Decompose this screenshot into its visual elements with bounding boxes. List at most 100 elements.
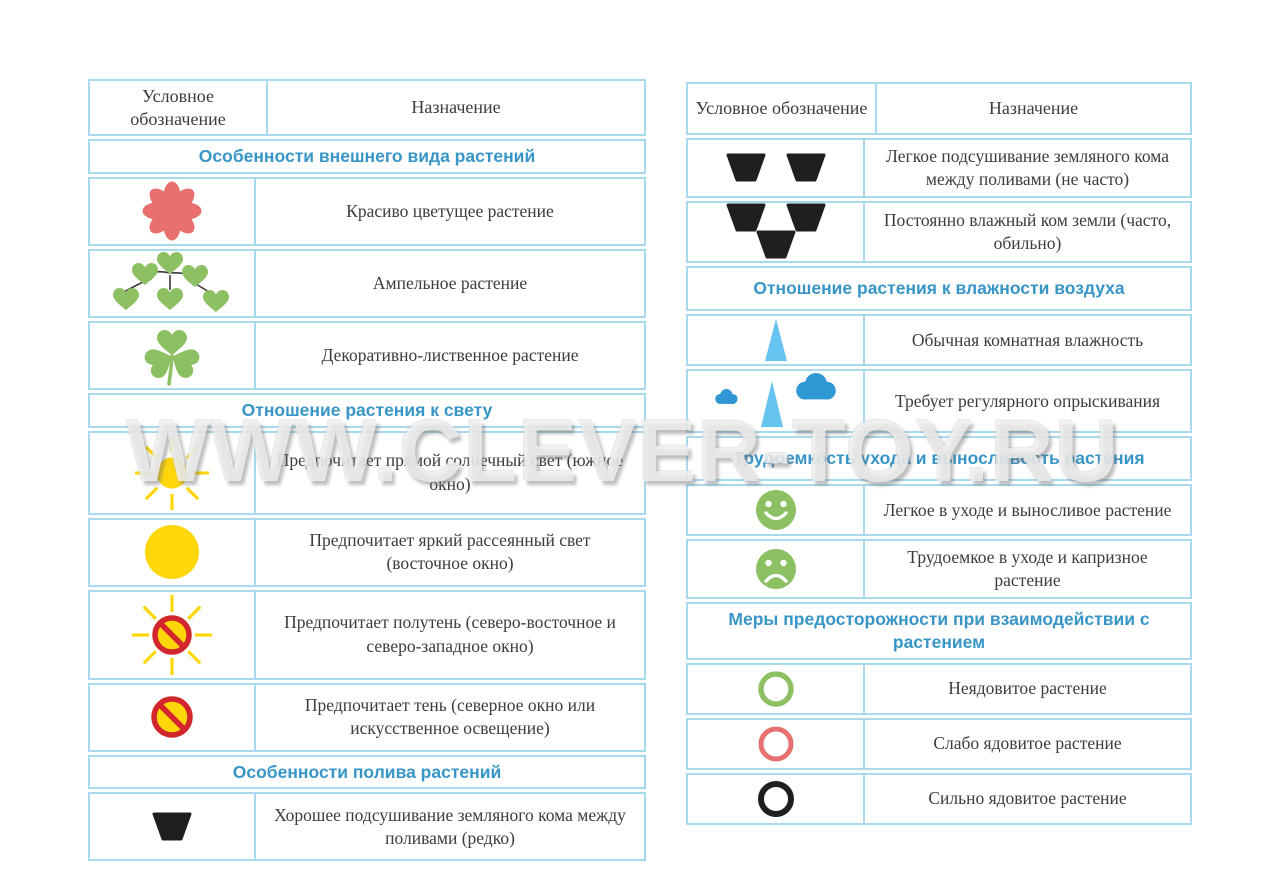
- table-row: Предпочитает тень (северное окно или иск…: [88, 682, 646, 752]
- purpose-cell: Хорошее подсушивание земляного кома межд…: [256, 794, 644, 859]
- table-row: Трудоемкое в уходе и капризное растение: [686, 539, 1192, 600]
- table-row: Предпочитает прямой солнечный свет (южно…: [88, 430, 646, 515]
- black-ring-icon: [755, 778, 797, 820]
- section-row: Отношение растения к свету: [88, 392, 646, 428]
- happy-face-icon: [753, 487, 799, 533]
- table-row: Легкое в уходе и выносливое растение: [686, 484, 1192, 537]
- legend-table-right: Условное обозначение Назначение Легкое под…: [686, 82, 1192, 825]
- section-title: Особенности полива растений: [232, 761, 502, 782]
- row-label: Легкое в уходе и выносливое растение: [883, 499, 1172, 520]
- purpose-cell: Постоянно влажный ком земли (часто, обил…: [865, 203, 1190, 261]
- header-cell-symbol: Условное обозначение: [90, 81, 268, 134]
- header-cell-purpose: Назначение: [411, 97, 501, 118]
- row-label: Предпочитает прямой солнечный свет (южно…: [276, 450, 624, 494]
- purpose-cell: Ампельное растение: [256, 251, 644, 316]
- two-pots-icon: [726, 153, 826, 183]
- row-label: Предпочитает яркий рассеянный свет (вост…: [309, 529, 591, 573]
- purpose-cell: Слабо ядовитое растение: [865, 720, 1190, 768]
- table-row: Легкое подсушивание земляного кома между…: [686, 138, 1192, 199]
- symbol-cell: [90, 519, 256, 585]
- section-title: Трудоемкость ухода и выносливость растен…: [733, 448, 1145, 469]
- header-cell-purpose: Назначение: [988, 98, 1079, 119]
- sad-face-icon: [753, 546, 799, 592]
- one-pot-icon: [152, 812, 192, 842]
- table-row: Красиво цветущее растение: [88, 176, 646, 246]
- sun-icon: [132, 433, 212, 513]
- purpose-cell: Требует регулярного опрыскивания: [865, 371, 1190, 431]
- symbol-cell: [90, 591, 256, 678]
- yellow-circle-icon: [144, 524, 200, 580]
- table-header-row: Условное обозначение Назначение: [88, 79, 646, 136]
- symbol-cell: [688, 719, 865, 768]
- row-label: Трудоемкое в уходе и капризное растение: [907, 547, 1148, 591]
- symbol-cell: [688, 316, 865, 365]
- symbol-cell: [688, 203, 865, 262]
- purpose-cell: Предпочитает полутень (северо-восточное …: [256, 592, 644, 678]
- row-label: Ампельное растение: [372, 272, 528, 293]
- table-row: Обычная комнатная влажность: [686, 314, 1192, 367]
- clover-icon: [143, 323, 201, 387]
- symbol-cell: [688, 541, 865, 598]
- symbol-cell: [688, 486, 865, 535]
- row-label: Сильно ядовитое растение: [928, 788, 1127, 809]
- purpose-cell: Легкое в уходе и выносливое растение: [865, 486, 1190, 534]
- purpose-cell: Легкое подсушивание земляного кома между…: [865, 140, 1190, 196]
- section-row: Меры предосторожности при взаимодействии…: [686, 602, 1192, 660]
- table-row: Слабо ядовитое растение: [686, 717, 1192, 770]
- symbol-cell: [90, 322, 256, 388]
- purpose-cell: Декоративно-лиственное растение: [256, 323, 644, 388]
- sun-crossed-icon: [129, 592, 215, 678]
- row-label: Требует регулярного опрыскивания: [894, 390, 1161, 411]
- table-row: Неядовитое растение: [686, 662, 1192, 715]
- section-title: Отношение растения к свету: [241, 399, 493, 420]
- symbol-cell: [90, 432, 256, 513]
- section-title: Меры предосторожности при взаимодействии…: [728, 609, 1150, 653]
- purpose-cell: Предпочитает прямой солнечный свет (южно…: [256, 433, 644, 513]
- symbol-cell: [688, 664, 865, 713]
- row-label: Неядовитое растение: [948, 678, 1107, 699]
- section-row: Трудоемкость ухода и выносливость растен…: [686, 436, 1192, 482]
- symbol-cell: [90, 178, 256, 244]
- row-label: Предпочитает полутень (северо-восточное …: [284, 612, 616, 656]
- row-label: Легкое подсушивание земляного кома между…: [886, 146, 1169, 190]
- no-sun-icon: [148, 693, 196, 741]
- table-row: Хорошее подсушивание земляного кома межд…: [88, 792, 646, 862]
- purpose-cell: Предпочитает яркий рассеянный свет (вост…: [256, 520, 644, 585]
- section-row: Особенности полива растений: [88, 754, 646, 790]
- header-cell-symbol: Условное обозначение: [688, 84, 877, 133]
- symbol-cell: [90, 684, 256, 750]
- green-ring-icon: [755, 668, 797, 710]
- symbol-cell: [688, 140, 865, 197]
- section-title: Отношение растения к влажности воздуха: [753, 278, 1125, 299]
- purpose-cell: Неядовитое растение: [865, 665, 1190, 713]
- table-row: Постоянно влажный ком земли (часто, обил…: [686, 201, 1192, 264]
- purpose-cell: Предпочитает тень (северное окно или иск…: [256, 685, 644, 750]
- row-label: Предпочитает тень (северное окно или иск…: [304, 694, 596, 738]
- purpose-cell: Красиво цветущее растение: [256, 179, 644, 244]
- spray-icon: [710, 371, 842, 431]
- three-pots-icon: [726, 203, 826, 261]
- symbol-cell: [688, 371, 865, 432]
- red-ring-icon: [755, 723, 797, 765]
- section-row: Отношение растения к влажности воздуха: [686, 266, 1192, 312]
- row-label: Красиво цветущее растение: [346, 200, 554, 221]
- row-label: Хорошее подсушивание земляного кома межд…: [274, 804, 626, 848]
- symbol-cell: [688, 774, 865, 823]
- row-label: Слабо ядовитое растение: [933, 733, 1122, 754]
- section-title: Особенности внешнего вида растений: [198, 146, 536, 166]
- purpose-cell: Трудоемкое в уходе и капризное растение: [865, 541, 1190, 597]
- purpose-cell: Обычная комнатная влажность: [865, 316, 1190, 364]
- table-row: Декоративно-лиственное растение: [88, 320, 646, 390]
- row-label: Постоянно влажный ком земли (часто, обил…: [883, 210, 1172, 254]
- row-label: Декоративно-лиственное растение: [321, 344, 579, 365]
- legend-table-left: Условное обозначение Назначение Особенност…: [88, 79, 646, 862]
- table-row: Предпочитает полутень (северо-восточное …: [88, 589, 646, 680]
- humidity-triangle-icon: [763, 318, 789, 362]
- table-row: Ампельное растение: [88, 248, 646, 318]
- symbol-cell: [90, 794, 256, 860]
- section-row: Особенности внешнего вида растений: [88, 139, 646, 174]
- purpose-cell: Сильно ядовитое растение: [865, 775, 1190, 823]
- symbol-cell: [90, 250, 256, 316]
- table-row: Предпочитает яркий рассеянный свет (вост…: [88, 517, 646, 587]
- flower-icon: [141, 180, 203, 242]
